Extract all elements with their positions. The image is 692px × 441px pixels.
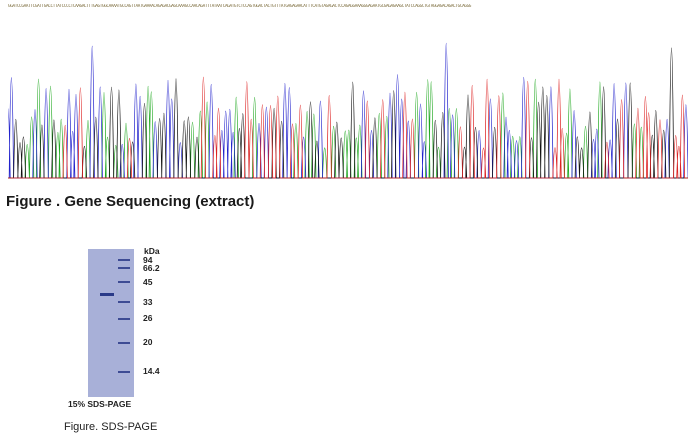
marker-label-20: 20 — [143, 337, 153, 347]
mw-unit-label: kDa — [144, 246, 160, 256]
marker-label-66: 66.2 — [143, 263, 160, 273]
marker-label-33: 33 — [143, 297, 153, 307]
marker-label-14: 14.4 — [143, 366, 160, 376]
marker-band — [118, 259, 130, 261]
trace-c — [8, 42, 688, 179]
marker-band — [118, 371, 130, 373]
gel-caption: 15% SDS-PAGE — [68, 399, 132, 409]
trace-t — [8, 76, 688, 179]
sequence-text: GGATCCGAATTCGATTGACCTTATCCCCTCAAGACTTTGA… — [8, 4, 472, 9]
marker-band — [118, 301, 130, 303]
marker-band — [118, 342, 130, 344]
chromatogram — [8, 42, 688, 179]
marker-band — [118, 281, 130, 283]
trace-a — [8, 78, 688, 179]
marker-band — [118, 267, 130, 269]
marker-band — [118, 318, 130, 320]
marker-label-45: 45 — [143, 277, 153, 287]
trace-g — [8, 47, 688, 179]
figure-title-gene-sequencing: Figure . Gene Sequencing (extract) — [6, 193, 255, 210]
gel-lane-area — [88, 249, 134, 397]
marker-label-26: 26 — [143, 313, 153, 323]
figure-title-sds-page: Figure. SDS-PAGE — [64, 421, 158, 433]
marker-label-94: 94 — [143, 255, 153, 265]
sample-band — [100, 293, 114, 296]
